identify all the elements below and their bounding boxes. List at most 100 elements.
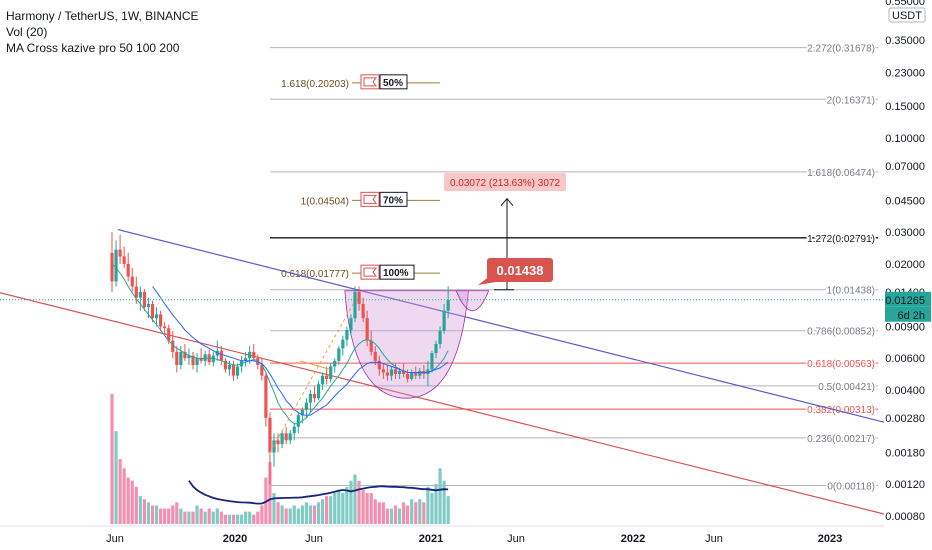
flag-icon-shape <box>363 194 377 204</box>
volume-bar <box>397 508 402 524</box>
volume-bar <box>252 514 256 524</box>
candle-body <box>353 291 357 319</box>
candle-body <box>296 415 300 427</box>
candle-body <box>329 366 333 379</box>
candle-body <box>130 276 134 287</box>
volume-bar <box>325 496 329 524</box>
fib-level-label: 0.618(0.00563) <box>807 359 875 370</box>
volume-bar <box>154 505 159 524</box>
candle-body <box>430 353 434 370</box>
price-tick-label: 0.03000 <box>885 227 925 239</box>
volume-bar <box>167 508 171 524</box>
volume-bar <box>321 499 325 524</box>
volume-bar <box>434 483 438 524</box>
volume-bar <box>312 505 317 524</box>
candle-body <box>227 364 232 370</box>
dashed-projection-line <box>269 300 356 453</box>
volume-bar <box>406 505 410 524</box>
moving-average-line <box>111 263 449 425</box>
candle-body <box>333 360 337 367</box>
candle-body <box>183 351 187 359</box>
projection-label-bg <box>444 173 566 191</box>
fib-level-label: 2(0.16371) <box>827 95 875 106</box>
chart-legend: Harmony / TetherUS, 1W, BINANCE Vol (20)… <box>6 8 199 56</box>
fib-level-label: 1.272(0.02791) <box>807 234 875 245</box>
volume-bar <box>438 468 442 524</box>
current-price-label: 0.01265 <box>885 295 925 307</box>
volume-bar <box>337 489 341 524</box>
target-pct-label: 50% <box>383 78 403 89</box>
volume-bar <box>231 514 236 524</box>
volume-bar <box>244 511 248 524</box>
volume-bar <box>300 505 304 524</box>
target-pct-box <box>379 74 408 90</box>
volume-bar <box>260 505 264 524</box>
cup-handle-shape <box>455 290 490 311</box>
volume-bar <box>393 505 398 524</box>
candle-body <box>426 369 430 375</box>
target-pct-box <box>379 264 415 280</box>
volume-bar <box>175 502 179 524</box>
candle-body <box>154 314 159 319</box>
volume-bar <box>381 502 385 524</box>
volume-bar <box>349 480 353 524</box>
candle-body <box>110 252 114 282</box>
candle-body <box>402 370 406 375</box>
volume-bar <box>118 459 122 524</box>
projection-label: 0.03072 (213.63%) 3072 <box>450 178 561 189</box>
time-axis[interactable]: Jun 2020 Jun 2021 Jun 2022 Jun 2023 <box>0 525 884 545</box>
candle-body <box>389 369 394 376</box>
candle-body <box>373 351 377 361</box>
candle-body <box>167 328 171 341</box>
target-label: 1(0.04504) <box>301 196 349 207</box>
candle-body <box>272 440 276 453</box>
price-axis[interactable]: 0.35000 0.23000 0.15000 0.10000 0.07000 0.045… <box>884 0 932 550</box>
volume-bar <box>357 480 361 524</box>
volume-bar <box>345 486 349 524</box>
candle-body <box>179 351 183 365</box>
fib-level-label: 0.382(0.00313) <box>807 405 875 416</box>
price-tick-label: 0.35000 <box>885 35 925 47</box>
fib-level-label: 0.236(0.00217) <box>807 434 875 445</box>
volume-bar <box>126 477 130 524</box>
blue-trendline <box>117 229 885 423</box>
candle-body <box>410 372 414 379</box>
volume-bar <box>276 502 280 524</box>
time-tick-label: Jun <box>106 533 124 545</box>
candle-body <box>292 426 296 434</box>
candle-body <box>316 384 321 399</box>
candle-body <box>325 375 329 379</box>
candle-body <box>414 372 418 376</box>
candle-body <box>304 402 308 410</box>
price-tick-label: 0.55000 <box>885 0 925 8</box>
volume-bar <box>272 493 276 524</box>
candle-body <box>195 358 199 365</box>
volume-bar <box>203 511 207 524</box>
candle-body <box>264 375 268 418</box>
fib-level-label: 0.786(0.00852) <box>807 327 875 338</box>
candle-body <box>438 330 442 344</box>
fib-level-label: 0.5(0.00421) <box>818 382 875 393</box>
candle-body <box>163 326 167 329</box>
volume-bar <box>377 502 381 524</box>
volume-bar <box>418 499 422 524</box>
price-tick-label: 0.07000 <box>885 161 925 173</box>
volume-bar <box>191 511 195 524</box>
candle-body <box>337 348 341 361</box>
fib-level-label: 1(0.01438) <box>827 286 875 297</box>
moving-average-layer <box>111 263 449 505</box>
volume-bar <box>361 489 365 524</box>
candle-body <box>369 340 373 352</box>
fib-level-label: 2.272(0.31678) <box>807 44 875 55</box>
candle-body <box>341 339 345 349</box>
volume-bar <box>215 508 219 524</box>
target-label: 1.618(0.20203) <box>281 79 349 90</box>
countdown-label: 6d 2h <box>897 310 925 322</box>
candle-body <box>138 291 142 298</box>
volume-bar <box>280 505 284 524</box>
candle-body <box>256 358 260 365</box>
candle-body <box>114 249 118 282</box>
candle-body <box>308 393 313 403</box>
candle-body <box>118 249 122 257</box>
